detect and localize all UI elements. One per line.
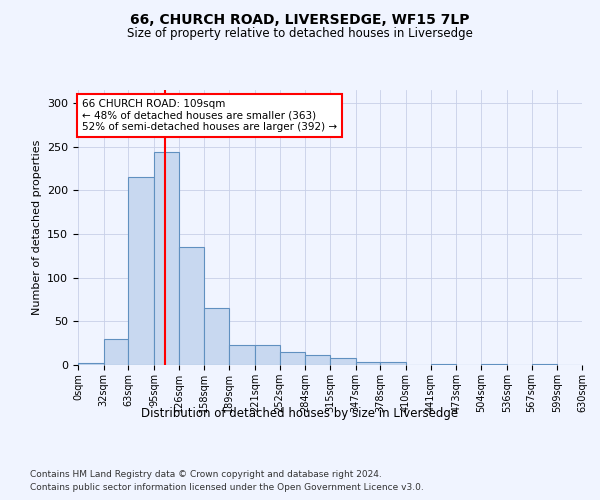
Text: Distribution of detached houses by size in Liversedge: Distribution of detached houses by size … — [142, 408, 458, 420]
Y-axis label: Number of detached properties: Number of detached properties — [32, 140, 41, 315]
Bar — [330, 358, 356, 365]
Bar — [255, 345, 280, 365]
Bar — [128, 178, 154, 365]
Bar — [280, 352, 305, 365]
Text: Contains public sector information licensed under the Open Government Licence v3: Contains public sector information licen… — [30, 482, 424, 492]
Bar — [532, 364, 557, 365]
Bar — [431, 364, 457, 365]
Bar — [78, 364, 104, 365]
Bar — [229, 345, 255, 365]
Bar — [380, 362, 406, 365]
Bar — [154, 152, 179, 365]
Bar — [481, 364, 507, 365]
Bar — [305, 354, 330, 365]
Bar — [179, 247, 205, 365]
Bar — [356, 362, 380, 365]
Bar — [205, 308, 229, 365]
Text: 66 CHURCH ROAD: 109sqm
← 48% of detached houses are smaller (363)
52% of semi-de: 66 CHURCH ROAD: 109sqm ← 48% of detached… — [82, 98, 337, 132]
Text: Contains HM Land Registry data © Crown copyright and database right 2024.: Contains HM Land Registry data © Crown c… — [30, 470, 382, 479]
Bar — [104, 339, 128, 365]
Text: Size of property relative to detached houses in Liversedge: Size of property relative to detached ho… — [127, 28, 473, 40]
Text: 66, CHURCH ROAD, LIVERSEDGE, WF15 7LP: 66, CHURCH ROAD, LIVERSEDGE, WF15 7LP — [130, 12, 470, 26]
